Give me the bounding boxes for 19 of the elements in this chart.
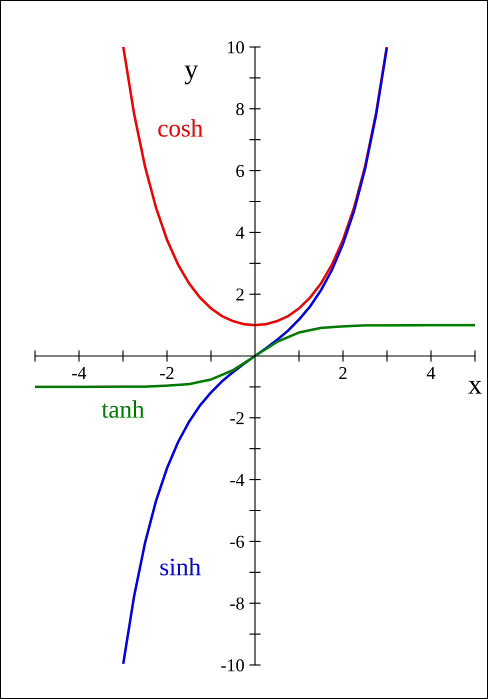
- y-tick-label: -10: [221, 659, 244, 672]
- y-tick-label: -2: [230, 412, 244, 424]
- x-tick-label: 2: [339, 366, 347, 379]
- x-tick-label: -2: [160, 366, 174, 379]
- y-tick-label: -8: [230, 597, 244, 610]
- y-tick-label: 10: [228, 41, 244, 54]
- series-label: tanh: [102, 400, 144, 418]
- y-tick-label: 2: [236, 288, 244, 300]
- y-tick-label: 6: [236, 164, 244, 178]
- x-axis-title: x: [468, 380, 482, 394]
- y-axis-title: y: [184, 66, 198, 84]
- y-tick-label: 8: [236, 103, 244, 116]
- series-label: cosh: [158, 119, 203, 137]
- series-label: sinh: [160, 558, 201, 576]
- x-tick-label: 4: [426, 367, 436, 379]
- x-tick-label: -4: [72, 367, 86, 379]
- y-tick-label: 4: [236, 226, 244, 239]
- y-tick-label: -6: [230, 536, 244, 548]
- y-tick-label: -4: [230, 474, 244, 486]
